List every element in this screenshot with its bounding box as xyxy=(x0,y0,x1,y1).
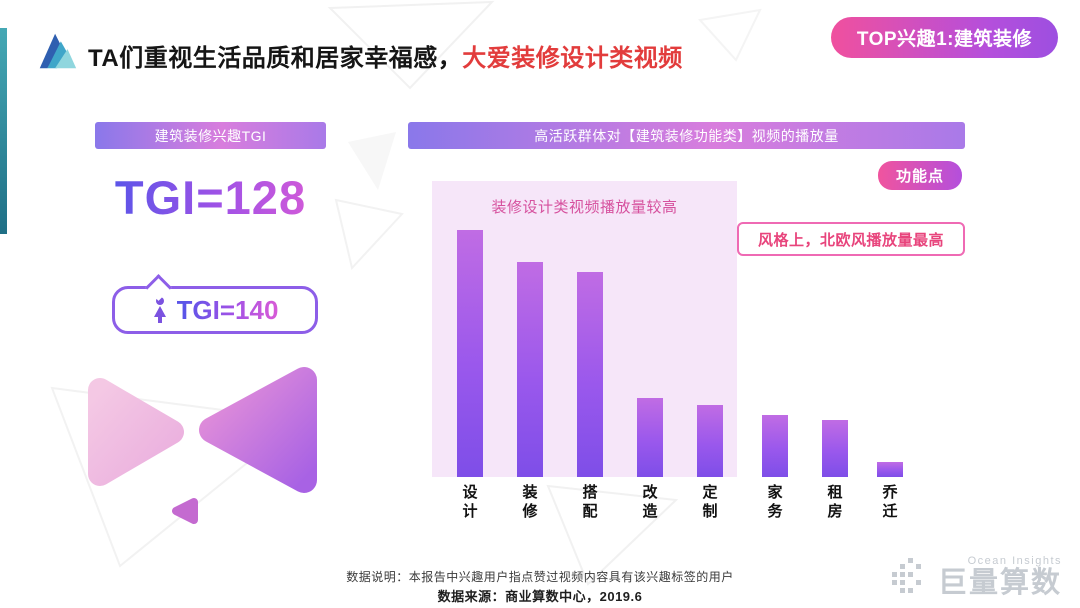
female-tgi-value: TGI=140 xyxy=(176,294,279,325)
bar-label-搭配: 搭配 xyxy=(582,484,598,520)
brand-logo-icon xyxy=(39,33,77,69)
tgi-main-value: TGI=128 xyxy=(95,170,326,225)
title-red-part: 大爱装修设计类视频 xyxy=(462,45,683,72)
watermark-dots-icon xyxy=(891,558,921,593)
top-interest-badge: TOP兴趣1:建筑装修 xyxy=(830,17,1058,58)
bar-租房 xyxy=(822,420,848,477)
bar-chart xyxy=(432,181,965,477)
chart-note: 装修设计类视频播放量较高 xyxy=(491,199,678,216)
bar-label-装修: 装修 xyxy=(522,484,538,520)
data-source: 数据来源：商业算数中心，2019.6 xyxy=(437,589,643,604)
watermark-brand: 巨量算数 xyxy=(937,567,1062,599)
title-black-part: TA们重视生活品质和居家幸福感， xyxy=(88,45,463,72)
bar-设计 xyxy=(457,230,483,477)
left-panel-header: 建筑装修兴趣TGI xyxy=(95,122,326,149)
female-tgi-bubble: TGI=140 xyxy=(112,286,318,334)
bar-装修 xyxy=(517,262,543,477)
function-point-badge: 功能点 xyxy=(878,161,963,190)
teal-accent-bar xyxy=(0,28,7,234)
bar-label-租房: 租房 xyxy=(827,484,843,520)
bar-label-改造: 改造 xyxy=(642,484,658,520)
decor-play-triangles xyxy=(88,367,317,524)
style-callout: 风格上，北欧风播放量最高 xyxy=(737,222,965,256)
watermark-subtitle: Ocean Insights xyxy=(967,555,1062,567)
bar-label-家务: 家务 xyxy=(767,484,783,520)
bar-label-乔迁: 乔迁 xyxy=(882,484,898,520)
bar-定制 xyxy=(697,405,723,477)
watermark: Ocean Insights 巨量算数 xyxy=(891,555,1062,599)
bar-乔迁 xyxy=(877,462,903,477)
female-icon xyxy=(152,297,168,323)
bar-label-定制: 定制 xyxy=(702,484,718,520)
bar-搭配 xyxy=(577,272,603,477)
bar-改造 xyxy=(637,398,663,477)
bar-label-设计: 设计 xyxy=(462,484,478,520)
right-panel-header: 高活跃群体对【建筑装修功能类】视频的播放量 xyxy=(408,122,965,149)
page-title: TA们重视生活品质和居家幸福感，大爱装修设计类视频 xyxy=(88,38,683,73)
bar-家务 xyxy=(762,415,788,477)
bar-chart-labels: 设计 装修 搭配 改造 定制 家务 租房 乔迁 xyxy=(432,483,965,529)
data-note: 数据说明：本报告中兴趣用户指点赞过视频内容具有该兴趣标签的用户 xyxy=(346,570,734,584)
